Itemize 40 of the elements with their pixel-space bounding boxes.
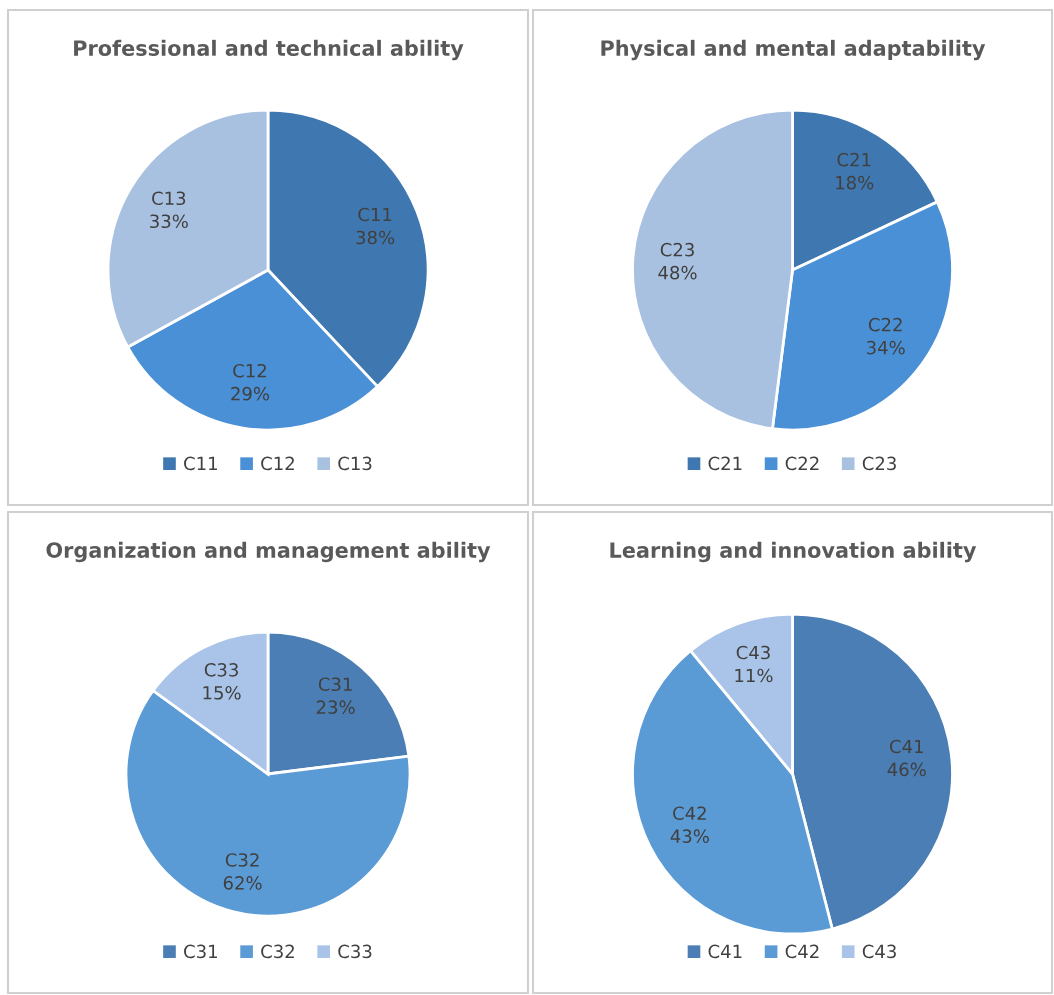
data-label: 29% (231, 386, 270, 401)
legend-label: C21 (708, 456, 742, 471)
slice-label: C42 (673, 806, 706, 821)
legend-label: C32 (261, 944, 294, 959)
legend-label: C12 (261, 456, 294, 471)
data-label: 48% (658, 265, 697, 280)
slice-label: C43 (736, 645, 770, 660)
data-label: 11% (735, 668, 773, 683)
legend-label: C42 (785, 944, 819, 959)
slice-label: C13 (152, 191, 186, 206)
data-label: 15% (203, 685, 241, 700)
data-label: 38% (356, 230, 395, 245)
slice-label: C11 (358, 207, 392, 222)
slice-label: C21 (837, 152, 871, 167)
data-label: 46% (887, 762, 926, 777)
slice-label: C33 (204, 663, 238, 677)
slice-label: C32 (225, 853, 259, 867)
legend-label: C22 (785, 456, 819, 471)
legend-label: C23 (862, 456, 896, 471)
data-label: 43% (670, 829, 709, 844)
legend-label: C31 (184, 944, 217, 959)
chart-title: Professional and technical ability (74, 39, 464, 61)
legend-label: C33 (338, 944, 372, 959)
slice-label: C22 (868, 317, 902, 332)
slice-label: C41 (890, 739, 923, 754)
slice-label: C23 (660, 242, 694, 257)
legend-label: C43 (862, 944, 896, 959)
legend-label: C11 (184, 456, 217, 471)
chart-title: Organization and management ability (46, 541, 491, 563)
data-label: 23% (316, 700, 355, 715)
data-label: 18% (836, 175, 874, 190)
legend-label: C13 (338, 456, 372, 471)
data-label: 34% (867, 340, 905, 355)
chart-title: Physical and mental adaptability (601, 39, 986, 61)
slice-label: C31 (318, 677, 352, 692)
chart-title: Learning and innovation ability (610, 541, 977, 563)
data-label: 62% (223, 876, 262, 890)
legend-label: C41 (708, 944, 742, 959)
slice-label: C12 (233, 363, 266, 378)
data-label: 33% (150, 214, 188, 229)
